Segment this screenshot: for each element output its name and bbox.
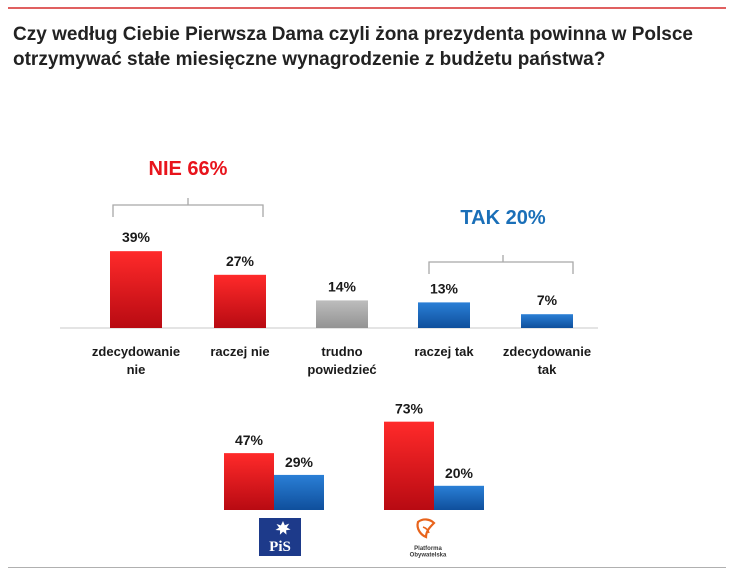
data-label: 7%	[537, 292, 558, 308]
data-label: 27%	[226, 253, 255, 269]
group-label: NIE 66%	[149, 158, 228, 180]
category-label: nie	[127, 362, 146, 377]
bar-2	[316, 300, 368, 328]
bar-3	[418, 302, 470, 328]
po-logo-text: Platforma	[414, 546, 442, 552]
category-label: raczej nie	[210, 344, 269, 359]
top-rule	[8, 7, 726, 9]
party-bar	[224, 453, 274, 510]
party-bar	[434, 485, 484, 510]
po-heart-icon	[416, 518, 436, 539]
po-swoosh-icon	[422, 526, 430, 534]
pis-logo: PiS	[259, 518, 301, 556]
title-line-2: otrzymywać stałe miesięczne wynagrodzeni…	[13, 49, 606, 70]
pis-logo-background	[259, 518, 301, 556]
bar-1	[214, 274, 266, 328]
category-label: zdecydowanie	[92, 344, 180, 359]
title-line-1: Czy według Ciebie Pierwsza Dama czyli żo…	[13, 24, 693, 45]
party-bar	[274, 474, 324, 510]
bar-4	[521, 314, 573, 328]
data-label: 47%	[235, 432, 264, 448]
category-label: zdecydowanie	[503, 344, 591, 359]
category-label: raczej tak	[414, 344, 474, 359]
main-bar-chart: 39% zdecydowanie nie 27% raczej nie 14% trudno…	[60, 158, 598, 377]
category-label: powiedzieć	[307, 362, 376, 377]
bar-0	[110, 251, 162, 328]
category-label: tak	[538, 362, 558, 377]
data-label: 20%	[445, 465, 474, 481]
data-label: 29%	[285, 454, 314, 470]
data-label: 39%	[122, 229, 151, 245]
po-logo-text: Obywatelska	[410, 553, 447, 559]
page-title: Czy według Ciebie Pierwsza Dama czyli żo…	[13, 22, 728, 72]
bottom-rule	[8, 567, 726, 568]
group-bracket	[112, 198, 264, 217]
group-bracket	[428, 255, 574, 274]
data-label: 14%	[328, 278, 357, 294]
data-label: 73%	[395, 401, 424, 417]
eagle-icon	[275, 521, 291, 535]
party-bar	[384, 421, 434, 510]
pis-logo-text: PiS	[269, 539, 291, 555]
group-label: TAK 20%	[460, 207, 545, 229]
data-label: 13%	[430, 280, 459, 296]
category-label: trudno	[321, 344, 362, 359]
